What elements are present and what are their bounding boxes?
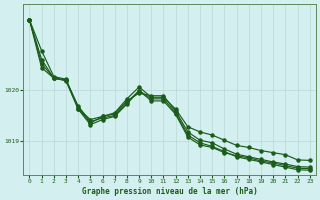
X-axis label: Graphe pression niveau de la mer (hPa): Graphe pression niveau de la mer (hPa) <box>82 187 258 196</box>
